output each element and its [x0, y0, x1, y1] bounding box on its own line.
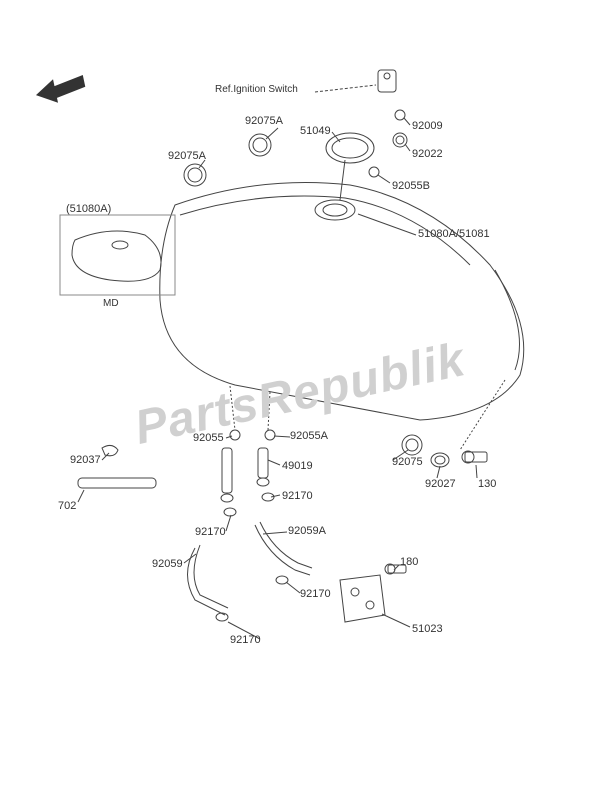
label-92055: 92055 [193, 432, 224, 444]
label-92055B: 92055B [392, 180, 430, 192]
label-92170-3: 92170 [230, 634, 261, 646]
label-92059: 92059 [152, 558, 183, 570]
label-92170-4: 92170 [300, 588, 331, 600]
label-130: 130 [478, 478, 496, 490]
md-label: MD [103, 298, 119, 309]
label-92075A-1: 92075A [168, 150, 206, 162]
label-51080A-51081: 51080A/51081 [418, 228, 490, 240]
orientation-arrow-icon [30, 70, 90, 110]
label-51023: 51023 [412, 623, 443, 635]
label-92170-2: 92170 [195, 526, 226, 538]
label-180: 180 [400, 556, 418, 568]
label-49019: 49019 [282, 460, 313, 472]
label-92022: 92022 [412, 148, 443, 160]
label-92037: 92037 [70, 454, 101, 466]
label-702: 702 [58, 500, 76, 512]
diagram-svg [0, 0, 600, 788]
diagram-container: PartsRepublik Ref.Ignition Switch MD 920… [0, 0, 600, 788]
label-51080A-inset: (51080A) [66, 203, 111, 215]
label-92075A-2: 92075A [245, 115, 283, 127]
label-92075: 92075 [392, 456, 423, 468]
label-92027: 92027 [425, 478, 456, 490]
label-92170-1: 92170 [282, 490, 313, 502]
label-92009: 92009 [412, 120, 443, 132]
label-92059A: 92059A [288, 525, 326, 537]
ref-ignition-label: Ref.Ignition Switch [215, 84, 298, 95]
label-92055A: 92055A [290, 430, 328, 442]
label-51049: 51049 [300, 125, 331, 137]
